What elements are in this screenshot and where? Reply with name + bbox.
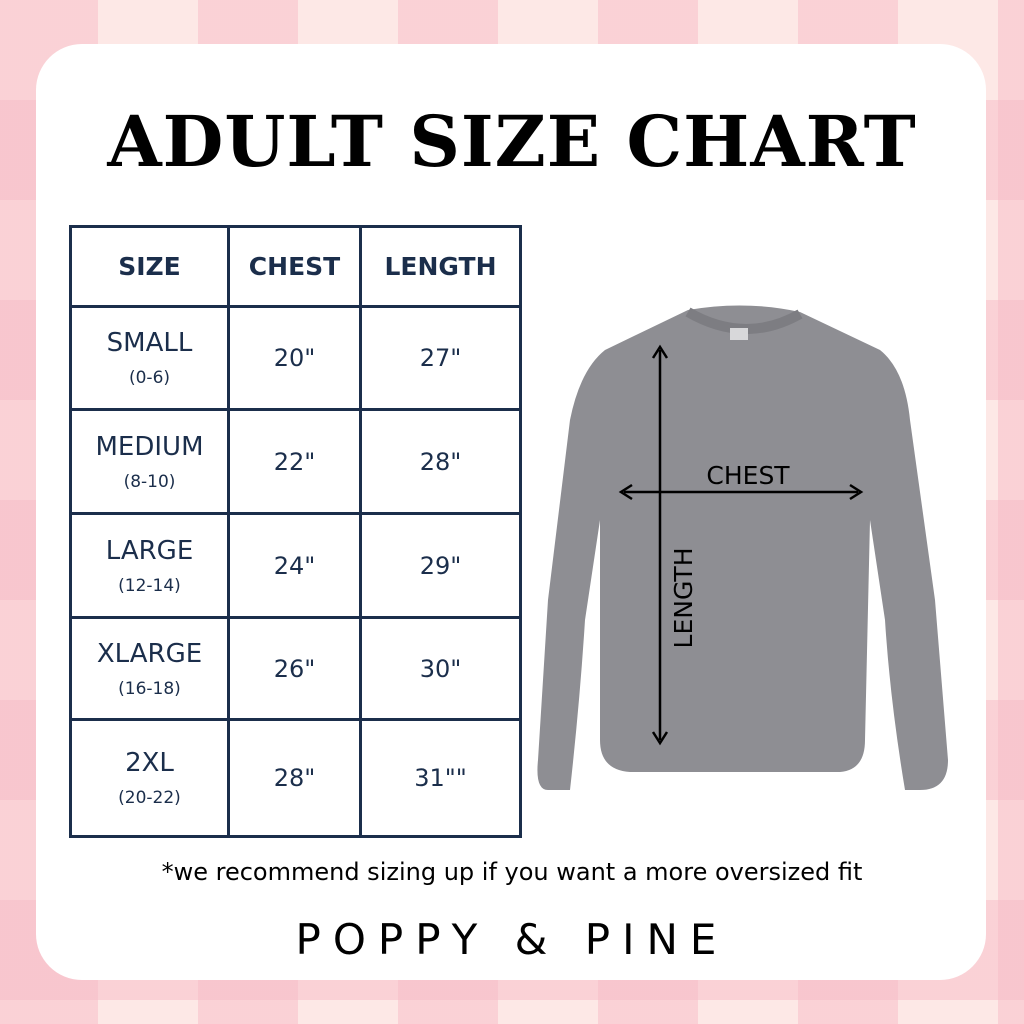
size-range: (0-6) xyxy=(128,368,171,388)
table-header-row: SIZE CHEST LENGTH xyxy=(69,225,522,308)
length-cell: 29" xyxy=(359,512,522,619)
size-cell: XLARGE (16-18) xyxy=(69,616,230,721)
sweatshirt-image xyxy=(537,305,948,790)
sizing-note: *we recommend sizing up if you want a mo… xyxy=(161,858,863,886)
size-name: MEDIUM xyxy=(95,431,204,462)
chest-cell: 26" xyxy=(227,616,362,721)
chest-cell: 20" xyxy=(227,305,362,411)
size-name: 2XL xyxy=(125,748,174,778)
table-row: XLARGE (16-18) 26" 30" xyxy=(69,616,522,721)
chest-cell: 24" xyxy=(227,512,362,619)
size-cell: LARGE (12-14) xyxy=(69,512,230,619)
length-label: LENGTH xyxy=(669,548,698,649)
size-cell: MEDIUM (8-10) xyxy=(69,408,230,515)
chest-cell: 22" xyxy=(227,408,362,515)
page-title: ADULT SIZE CHART xyxy=(107,100,917,183)
brand-logo: POPPY & PINE xyxy=(295,915,729,964)
size-name: SMALL xyxy=(106,328,193,358)
header-size: SIZE xyxy=(69,225,230,308)
chest-label: CHEST xyxy=(706,461,790,490)
size-range: (12-14) xyxy=(118,575,181,596)
length-cell: 30" xyxy=(359,616,522,721)
length-arrow xyxy=(651,344,669,746)
size-name: XLARGE xyxy=(96,638,203,669)
size-cell: 2XL (20-22) xyxy=(69,718,230,838)
size-table: SIZE CHEST LENGTH SMALL (0-6) 20" 27" MED… xyxy=(69,225,522,838)
chest-arrow xyxy=(618,483,864,501)
size-range: (16-18) xyxy=(118,678,181,699)
table-row: 2XL (20-22) 28" 31"" xyxy=(69,718,522,838)
header-length: LENGTH xyxy=(359,225,522,308)
table-row: MEDIUM (8-10) 22" 28" xyxy=(69,408,522,515)
sweatshirt-diagram: CHEST LENGTH xyxy=(537,305,948,790)
neck-tag xyxy=(730,328,748,340)
size-cell: SMALL (0-6) xyxy=(69,305,230,411)
length-cell: 31"" xyxy=(359,718,522,838)
header-chest: CHEST xyxy=(227,225,362,308)
size-range: (8-10) xyxy=(123,471,176,492)
table-row: SMALL (0-6) 20" 27" xyxy=(69,305,522,411)
chest-cell: 28" xyxy=(227,718,362,838)
table-row: LARGE (12-14) 24" 29" xyxy=(69,512,522,619)
length-cell: 28" xyxy=(359,408,522,515)
size-range: (20-22) xyxy=(118,788,181,808)
length-cell: 27" xyxy=(359,305,522,411)
size-name: LARGE xyxy=(105,535,194,566)
